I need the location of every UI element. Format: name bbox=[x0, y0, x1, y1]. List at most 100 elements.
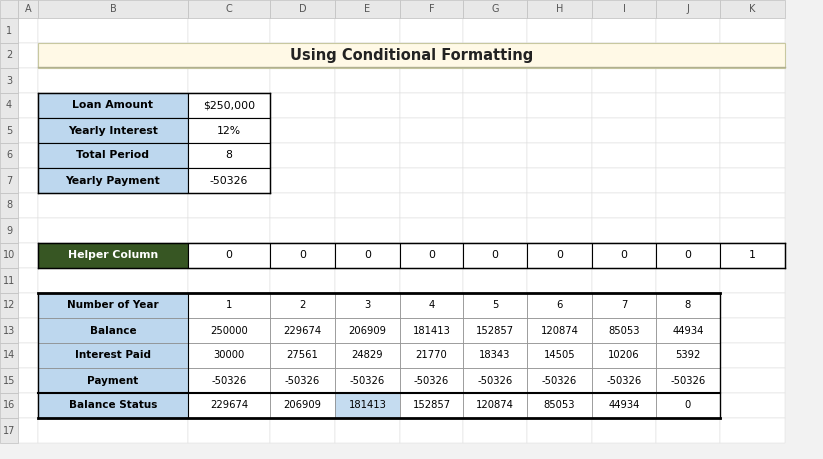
Bar bbox=[592, 193, 656, 218]
Bar bbox=[656, 218, 720, 243]
Text: 27561: 27561 bbox=[286, 351, 319, 360]
Bar bbox=[38, 143, 188, 168]
Text: Using Conditional Formatting: Using Conditional Formatting bbox=[290, 48, 533, 63]
Bar bbox=[463, 93, 527, 118]
Bar bbox=[592, 18, 656, 43]
Bar bbox=[18, 143, 38, 168]
Bar bbox=[18, 368, 38, 393]
Text: G: G bbox=[491, 4, 499, 14]
Bar bbox=[270, 18, 335, 43]
Bar bbox=[400, 393, 463, 418]
Bar bbox=[400, 243, 463, 268]
Text: E: E bbox=[365, 4, 370, 14]
Text: 250000: 250000 bbox=[210, 325, 248, 336]
Bar bbox=[38, 118, 188, 143]
Bar bbox=[18, 243, 38, 268]
Bar bbox=[188, 243, 270, 268]
Bar bbox=[335, 243, 400, 268]
Text: 14505: 14505 bbox=[544, 351, 575, 360]
Bar bbox=[38, 93, 188, 118]
Text: 4: 4 bbox=[429, 301, 435, 310]
Bar bbox=[656, 118, 720, 143]
Bar bbox=[335, 18, 400, 43]
Bar bbox=[270, 268, 335, 293]
Bar bbox=[188, 93, 270, 118]
Bar bbox=[270, 368, 335, 393]
Bar bbox=[527, 243, 592, 268]
Text: -50326: -50326 bbox=[671, 375, 705, 386]
Text: 24829: 24829 bbox=[351, 351, 384, 360]
Text: Interest Paid: Interest Paid bbox=[75, 351, 151, 360]
Bar bbox=[463, 168, 527, 193]
Bar bbox=[400, 368, 463, 393]
Text: 8: 8 bbox=[226, 151, 232, 161]
Bar bbox=[400, 118, 463, 143]
Bar bbox=[335, 218, 400, 243]
Bar bbox=[592, 393, 656, 418]
Bar bbox=[188, 68, 270, 93]
Bar bbox=[592, 243, 656, 268]
Bar bbox=[188, 143, 270, 168]
Bar bbox=[527, 343, 592, 368]
Text: -50326: -50326 bbox=[210, 175, 249, 185]
Bar bbox=[527, 168, 592, 193]
Bar bbox=[527, 368, 592, 393]
Bar bbox=[720, 243, 785, 268]
Text: 0: 0 bbox=[226, 251, 233, 261]
Bar bbox=[38, 68, 188, 93]
Bar bbox=[270, 368, 335, 393]
Text: -50326: -50326 bbox=[477, 375, 513, 386]
Bar bbox=[0, 243, 18, 268]
Text: -50326: -50326 bbox=[607, 375, 642, 386]
Bar bbox=[463, 368, 527, 393]
Text: 7: 7 bbox=[6, 175, 12, 185]
Bar bbox=[335, 93, 400, 118]
Text: 7: 7 bbox=[621, 301, 627, 310]
Bar bbox=[656, 143, 720, 168]
Bar bbox=[656, 393, 720, 418]
Bar bbox=[527, 293, 592, 318]
Bar bbox=[720, 293, 785, 318]
Text: 85053: 85053 bbox=[544, 401, 575, 410]
Bar bbox=[656, 418, 720, 443]
Bar bbox=[656, 318, 720, 343]
Bar bbox=[38, 293, 188, 318]
Bar bbox=[270, 118, 335, 143]
Text: 0: 0 bbox=[621, 251, 627, 261]
Bar bbox=[720, 143, 785, 168]
Text: 85053: 85053 bbox=[608, 325, 639, 336]
Bar bbox=[18, 168, 38, 193]
Bar bbox=[0, 393, 18, 418]
Bar bbox=[0, 168, 18, 193]
Bar bbox=[18, 68, 38, 93]
Bar bbox=[38, 168, 188, 193]
Bar bbox=[188, 43, 270, 68]
Text: 0: 0 bbox=[685, 251, 691, 261]
Bar bbox=[400, 0, 463, 18]
Bar bbox=[656, 168, 720, 193]
Bar bbox=[720, 418, 785, 443]
Bar bbox=[656, 68, 720, 93]
Bar bbox=[270, 93, 335, 118]
Bar bbox=[188, 93, 270, 118]
Bar bbox=[335, 318, 400, 343]
Bar bbox=[38, 243, 188, 268]
Bar bbox=[270, 343, 335, 368]
Bar bbox=[188, 193, 270, 218]
Text: Loan Amount: Loan Amount bbox=[72, 101, 154, 111]
Text: 9: 9 bbox=[6, 225, 12, 235]
Bar bbox=[0, 193, 18, 218]
Text: 1: 1 bbox=[6, 26, 12, 35]
Bar bbox=[18, 218, 38, 243]
Bar bbox=[463, 118, 527, 143]
Text: 5392: 5392 bbox=[676, 351, 700, 360]
Bar bbox=[656, 0, 720, 18]
Bar bbox=[720, 243, 785, 268]
Bar bbox=[270, 193, 335, 218]
Bar bbox=[656, 318, 720, 343]
Bar bbox=[335, 68, 400, 93]
Bar bbox=[400, 418, 463, 443]
Bar bbox=[592, 343, 656, 368]
Bar bbox=[38, 368, 188, 393]
Bar bbox=[400, 343, 463, 368]
